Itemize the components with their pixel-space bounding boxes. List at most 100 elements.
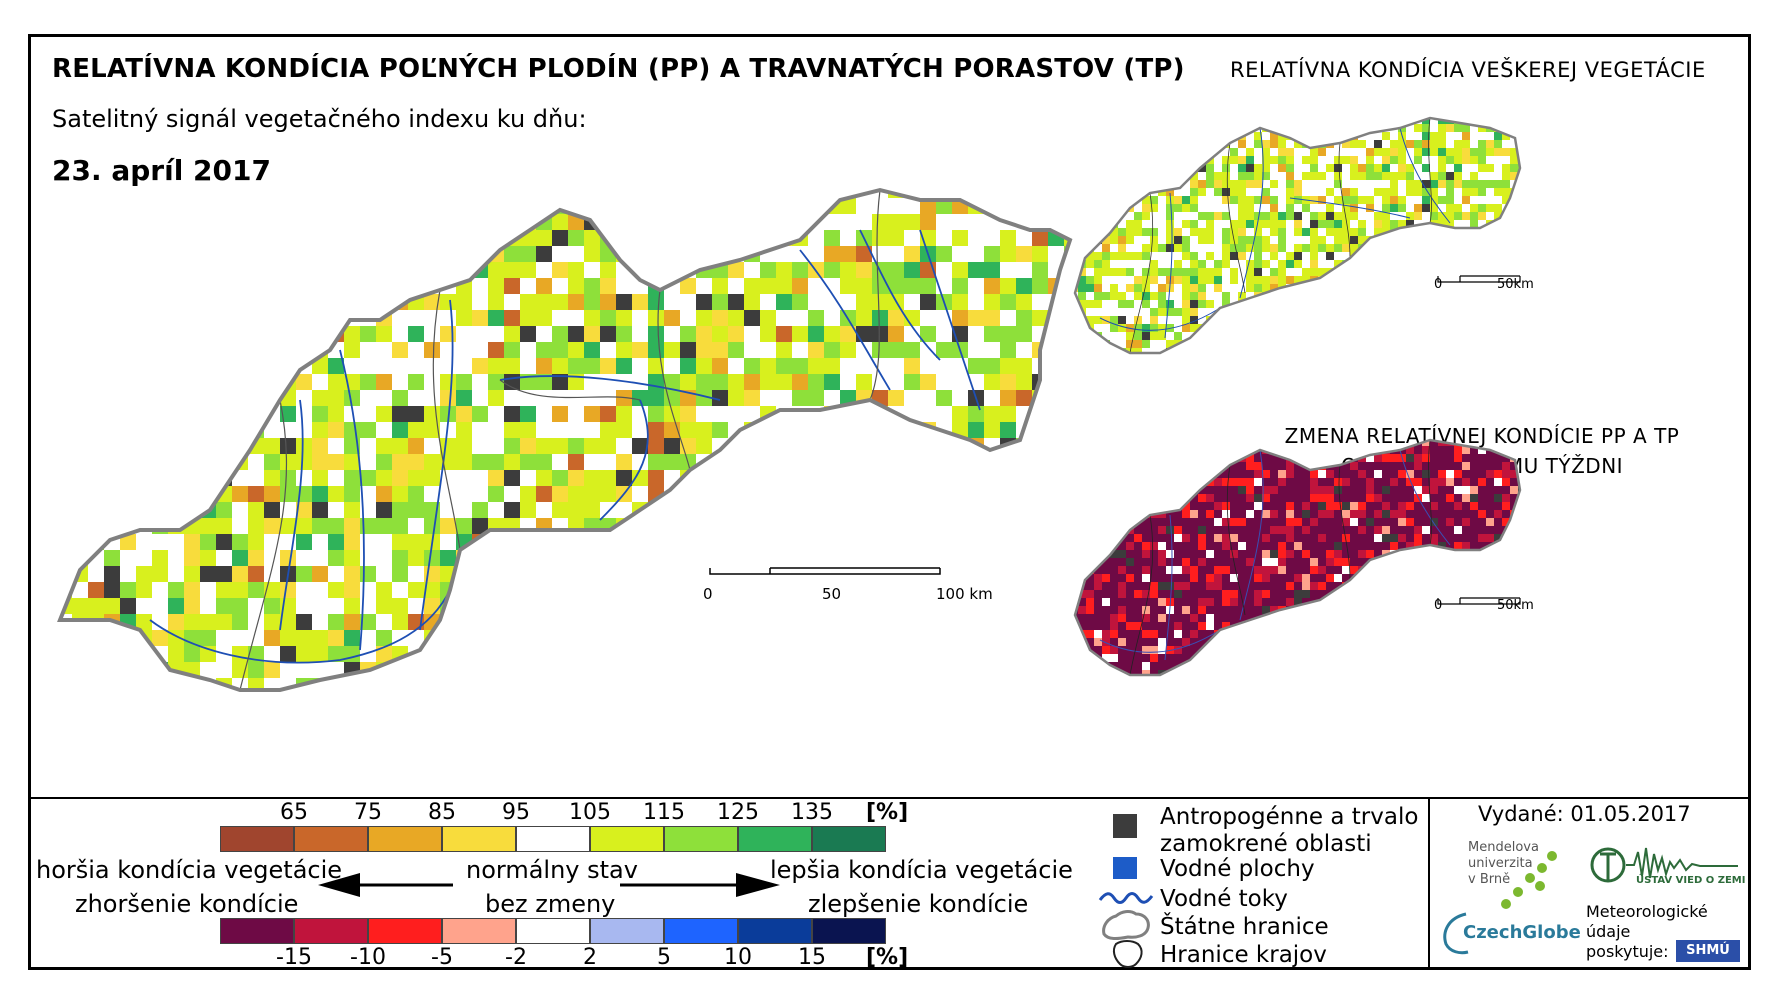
main-condition-map — [55, 165, 1072, 692]
water-bodies-label: Vodné plochy — [1160, 856, 1315, 882]
condition-swatch-3 — [442, 826, 516, 852]
page-title: RELATÍVNA KONDÍCIA POĽNÝCH PLODÍN (PP) A… — [52, 54, 1185, 84]
map-frame — [28, 34, 1751, 970]
change-swatch-1 — [294, 918, 368, 944]
condition-tick-label: 65 — [280, 800, 308, 825]
vegetation-scale-zero: 0 — [1434, 277, 1443, 292]
meteo-line1: Meteorologické — [1586, 902, 1708, 921]
main-scale-zero: 0 — [703, 585, 713, 603]
change-swatch-5 — [590, 918, 664, 944]
mendel-dots-logo-icon — [1501, 851, 1557, 909]
change-tick-label: 2 — [583, 945, 597, 970]
condition-swatch-4 — [516, 826, 590, 852]
condition-color-scale — [220, 826, 886, 852]
meteo-line2: údaje — [1586, 922, 1631, 941]
condition-tick-label: 115 — [643, 800, 685, 825]
vegetation-map-region-borders — [1129, 117, 1432, 354]
page-subtitle: Satelitný signál vegetačného indexu ku d… — [52, 105, 587, 133]
czechglobe-logo-text: CzechGlobe — [1463, 922, 1581, 943]
condition-swatch-6 — [664, 826, 738, 852]
condition-tick-label: 135 — [791, 800, 833, 825]
ustav-vied-o-zemi-logo-icon — [1590, 847, 1738, 883]
main-scale-mid: 50 — [822, 585, 842, 603]
footer-divider — [1428, 797, 1430, 970]
left-arrow-icon — [318, 873, 453, 897]
change-map-cells — [1075, 440, 1520, 675]
improvement-label: zlepšenie kondície — [808, 890, 1029, 918]
change-swatch-7 — [738, 918, 812, 944]
map-date: 23. apríl 2017 — [52, 154, 271, 187]
change-map-fill — [1075, 440, 1520, 675]
main-map-region-borders — [239, 189, 881, 691]
main-scale-end: 100 km — [936, 585, 993, 603]
anthropogenic-area-swatch — [1113, 814, 1137, 838]
condition-swatch-1 — [294, 826, 368, 852]
vegetation-map-rivers — [1099, 127, 1451, 339]
czechglobe-arc-icon — [1443, 912, 1469, 955]
condition-tick-label: 85 — [428, 800, 456, 825]
change-map-region-borders — [1129, 439, 1432, 676]
state-border-label: Štátne hranice — [1160, 914, 1329, 940]
river-line-icon — [1098, 892, 1154, 904]
issued-date: Vydané: 01.05.2017 — [1478, 802, 1691, 826]
condition-tick-label: 105 — [569, 800, 611, 825]
change-swatch-2 — [368, 918, 442, 944]
change-tick-label: 15 — [798, 945, 826, 970]
water-body-swatch — [1113, 857, 1137, 879]
change-swatch-4 — [516, 918, 590, 944]
change-tick-label: 10 — [724, 945, 752, 970]
change-swatch-6 — [664, 918, 738, 944]
no-change-label: bez zmeny — [485, 890, 616, 918]
shmu-logo: SHMÚ — [1676, 940, 1740, 962]
change-scale-end: 50km — [1497, 598, 1534, 613]
meteo-data-provider: Meteorologické údaje poskytuje: — [1586, 902, 1708, 962]
condition-swatch-0 — [220, 826, 294, 852]
main-map-scale-bar — [709, 567, 941, 575]
anthropogenic-label-line1: Antropogénne a trvalo — [1160, 804, 1419, 830]
change-map-scale-bar — [1437, 597, 1521, 605]
right-arrow-icon — [620, 873, 780, 897]
change-tick-label: -5 — [431, 945, 453, 970]
change-scale-zero: 0 — [1434, 598, 1443, 613]
change-swatch-0 — [220, 918, 294, 944]
mendel-line1: Mendelova — [1468, 840, 1539, 855]
condition-swatch-7 — [738, 826, 812, 852]
condition-change-map — [1073, 438, 1522, 677]
change-map-rivers — [1099, 449, 1451, 661]
ustav-logo-text: ÚSTAV VIED O ZEMI — [1636, 875, 1746, 886]
worse-condition-label: horšia kondícia vegetácie — [36, 856, 343, 884]
change-swatch-3 — [442, 918, 516, 944]
meteo-line3: poskytuje: — [1586, 942, 1669, 961]
state-border-icon — [1102, 910, 1150, 941]
condition-swatch-5 — [590, 826, 664, 852]
vegetation-condition-map — [1073, 116, 1522, 355]
condition-tick-label: 75 — [354, 800, 382, 825]
condition-tick-label: 125 — [717, 800, 759, 825]
mendel-line2: univerzita — [1468, 856, 1533, 871]
worsening-label: zhoršenie kondície — [75, 890, 299, 918]
region-border-label: Hranice krajov — [1160, 942, 1327, 968]
legend-divider — [28, 797, 1751, 799]
vegetation-map-scale-bar — [1437, 275, 1521, 283]
condition-swatch-2 — [368, 826, 442, 852]
change-color-scale — [220, 918, 886, 944]
change-tick-label: 5 — [657, 945, 671, 970]
change-map-title-line1: ZMENA RELATÍVNEJ KONDÍCIE PP A TP — [1284, 424, 1680, 448]
rivers-label: Vodné toky — [1160, 886, 1288, 912]
main-map-rivers — [149, 229, 981, 664]
condition-unit-label: [%] — [866, 800, 909, 825]
anthropogenic-label-line2: zamokrené oblasti — [1160, 831, 1372, 857]
vegetation-map-cells — [1075, 118, 1520, 353]
anthropogenic-label: Antropogénne a trvalo zamokrené oblasti — [1160, 804, 1418, 858]
condition-swatch-8 — [812, 826, 886, 852]
change-tick-label: -10 — [350, 945, 386, 970]
better-condition-label: lepšia kondícia vegetácie — [770, 856, 1073, 884]
mendel-line3: v Brně — [1468, 872, 1511, 887]
normal-state-label: normálny stav — [466, 856, 638, 884]
change-swatch-8 — [812, 918, 886, 944]
condition-tick-label: 95 — [502, 800, 530, 825]
region-border-icon — [1112, 940, 1143, 968]
change-tick-label: -2 — [505, 945, 527, 970]
change-unit-label: [%] — [866, 945, 909, 970]
vegetation-map-title: RELATÍVNA KONDÍCIA VEŠKEREJ VEGETÁCIE — [1230, 58, 1706, 82]
